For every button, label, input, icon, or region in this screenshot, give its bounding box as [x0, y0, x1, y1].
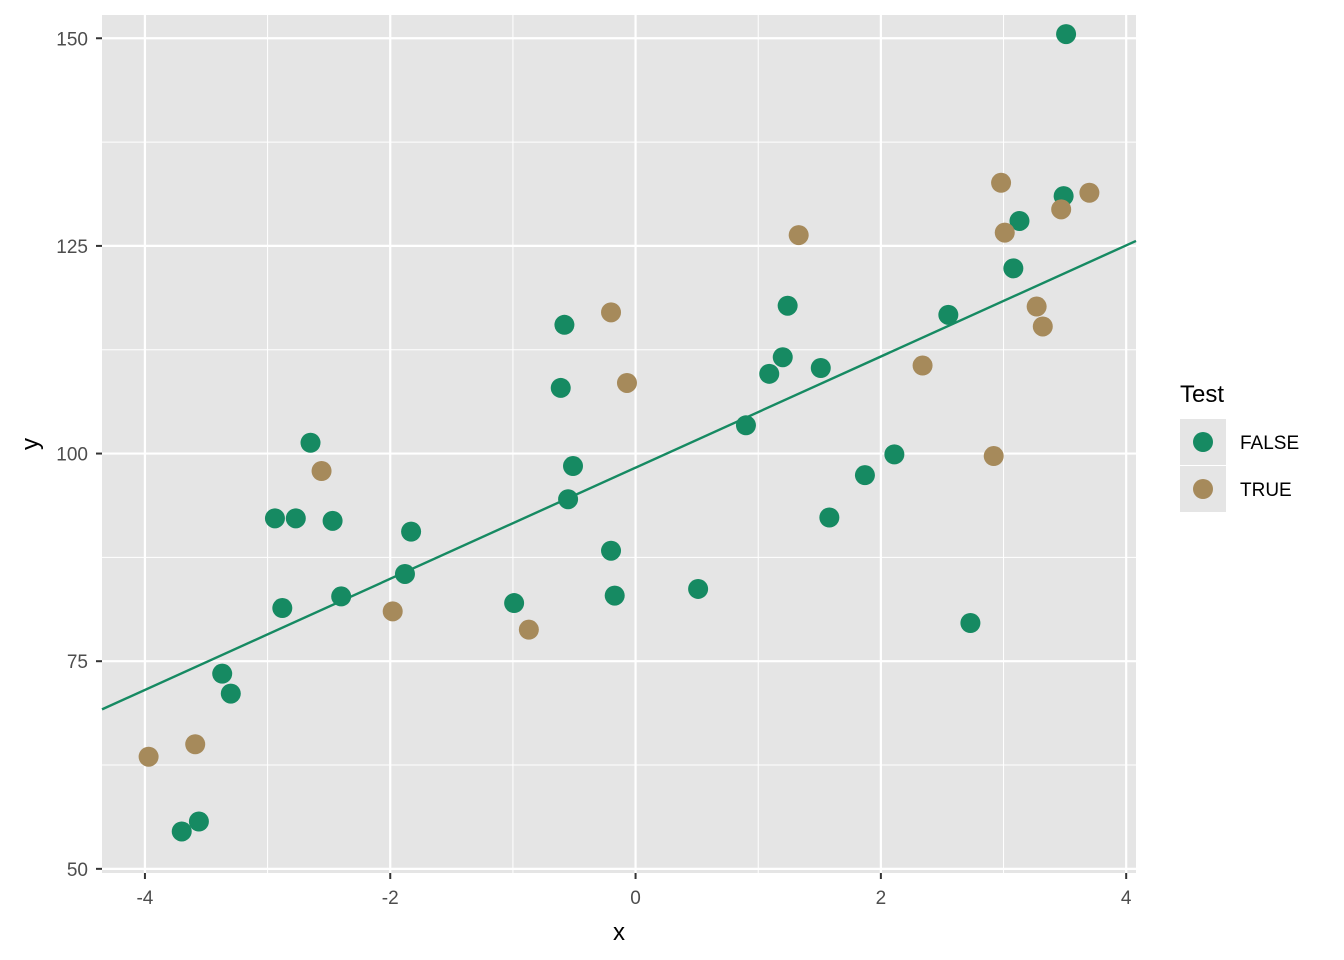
point-false	[688, 578, 709, 599]
legend-title: Test	[1180, 381, 1224, 408]
grid-minor	[102, 15, 1136, 873]
point-true	[311, 460, 332, 481]
point-true	[983, 446, 1004, 467]
regression-line	[101, 239, 1137, 711]
point-true	[1079, 182, 1100, 203]
point-true	[788, 225, 809, 246]
point-false	[331, 586, 352, 607]
point-false	[772, 347, 793, 368]
point-true	[518, 619, 539, 640]
point-false	[759, 363, 780, 384]
point-false	[735, 415, 756, 436]
legend-label-true: TRUE	[1240, 480, 1292, 501]
point-true	[1026, 296, 1047, 317]
point-false	[960, 612, 981, 633]
point-true	[138, 746, 159, 767]
x-tick-label: 4	[1121, 888, 1132, 909]
legend-marker-true	[1193, 479, 1213, 499]
point-false	[554, 314, 575, 335]
point-false	[938, 304, 959, 325]
y-tick-label: 50	[67, 860, 88, 881]
point-true	[382, 601, 403, 622]
point-false	[1056, 24, 1077, 45]
y-tick-label: 100	[56, 445, 88, 466]
point-false	[504, 593, 525, 614]
point-false	[220, 683, 241, 704]
y-tick-label: 125	[56, 237, 88, 258]
point-true	[185, 734, 206, 755]
y-tick-label: 150	[56, 29, 88, 50]
point-false	[854, 465, 875, 486]
point-false	[819, 507, 840, 528]
y-tick-label: 75	[67, 652, 88, 673]
point-false	[550, 377, 571, 398]
point-false	[604, 585, 625, 606]
point-false	[601, 540, 622, 561]
point-true	[1032, 316, 1053, 337]
point-true	[994, 222, 1015, 243]
legend-label-false: FALSE	[1240, 433, 1299, 454]
point-false	[558, 489, 579, 510]
points-group	[138, 24, 1100, 842]
panel-background	[102, 15, 1136, 873]
x-tick-label: 0	[630, 888, 641, 909]
point-false	[777, 295, 798, 316]
point-true	[601, 302, 622, 323]
point-true	[912, 355, 933, 376]
point-false	[300, 432, 321, 453]
point-false	[401, 521, 422, 542]
point-false	[171, 821, 192, 842]
point-false	[394, 563, 415, 584]
point-false	[884, 444, 905, 465]
legend: Test FALSE TRUE	[1180, 381, 1299, 512]
point-false	[212, 663, 233, 684]
x-axis-title: x	[613, 919, 625, 946]
trend-line-group	[101, 239, 1137, 711]
point-false	[188, 811, 209, 832]
point-false	[810, 358, 831, 379]
point-false	[322, 510, 343, 531]
legend-marker-false	[1193, 432, 1213, 452]
point-true	[991, 172, 1012, 193]
axes-group: -4 -2 0 2 4 50 75 100 125 150	[56, 29, 1132, 909]
point-false	[272, 598, 293, 619]
point-false	[285, 508, 306, 529]
grid-major	[102, 15, 1136, 873]
x-tick-label: 2	[876, 888, 887, 909]
point-false	[1009, 210, 1030, 231]
x-tick-label: -2	[382, 888, 399, 909]
point-false	[563, 456, 584, 477]
x-tick-label: -4	[136, 888, 153, 909]
point-true	[616, 372, 637, 393]
point-false	[1003, 258, 1024, 279]
point-false	[264, 508, 285, 529]
y-axis-title: y	[17, 438, 44, 450]
point-true	[1051, 199, 1072, 220]
